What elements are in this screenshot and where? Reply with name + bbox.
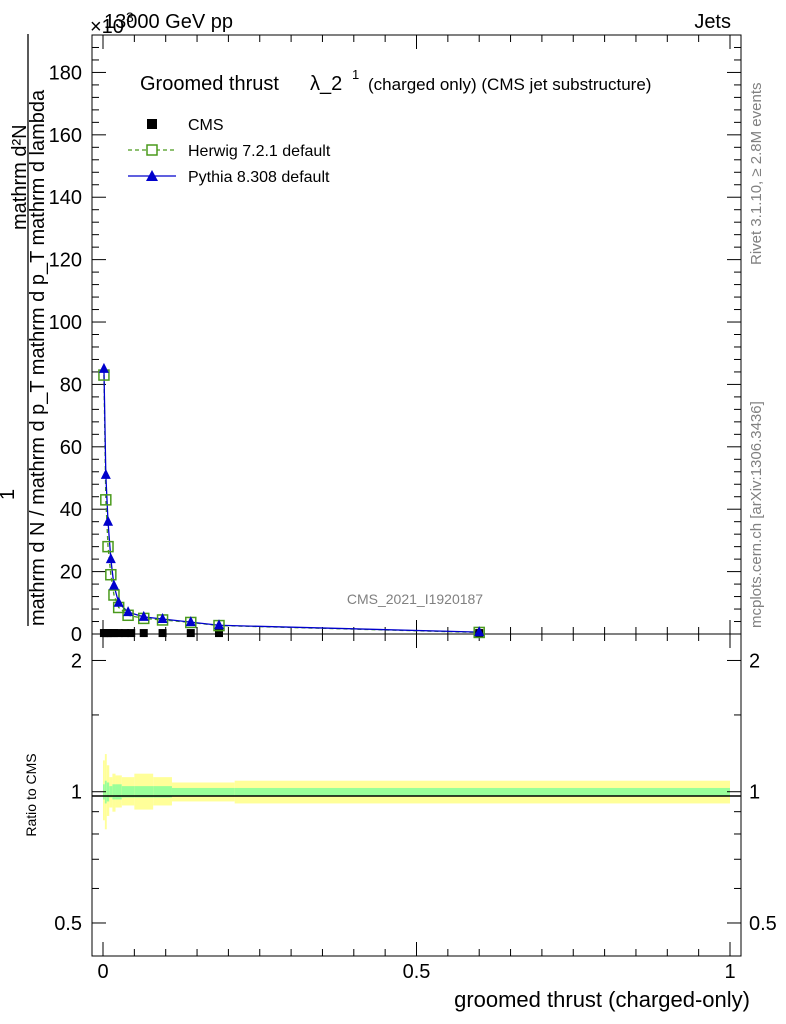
process-label: Jets	[694, 11, 731, 33]
cms-point	[139, 629, 148, 638]
legend-label-cms: CMS	[188, 117, 224, 134]
ratio-band-inner	[171, 787, 235, 796]
ylabel-one: 1	[0, 489, 19, 500]
analysis-watermark: CMS_2021_I1920187	[347, 591, 483, 607]
ratio-tick-label-right: 2	[749, 650, 760, 672]
y-tick-label: 120	[49, 250, 82, 272]
ylabel-numerator: mathrm d²N	[9, 124, 31, 230]
cms-point	[186, 629, 195, 638]
ratio-tick-label: 0.5	[54, 913, 82, 935]
y-tick-label: 180	[49, 62, 82, 84]
legend-label-herwig: Herwig 7.2.1 default	[188, 143, 331, 160]
ratio-band-inner	[234, 787, 731, 796]
ratio-tick-label-right: 0.5	[749, 913, 777, 935]
series-layer	[98, 362, 485, 639]
pythia-point	[100, 468, 111, 479]
pythia-point	[185, 616, 196, 627]
ratio-band-inner	[109, 786, 113, 798]
x-tick-label: 0	[97, 961, 108, 983]
pythia-point	[98, 362, 109, 373]
mcplots-label: mcplots.cern.ch [arXiv:1306.3436]	[748, 401, 765, 628]
pythia-point	[474, 626, 485, 637]
x-tick-label: 0.5	[403, 961, 431, 983]
herwig-point	[105, 568, 117, 581]
legend: CMS Herwig 7.2.1 default Pythia 8.308 de…	[128, 117, 331, 186]
rivet-label: Rivet 3.1.10, ≥ 2.8M events	[748, 83, 765, 266]
ratio-y-ticks: 0.5 0.5 1 1 2 2	[54, 650, 777, 935]
ratio-band-inner	[106, 782, 110, 802]
plot-title-suffix: (charged only) (CMS jet substructure)	[368, 75, 651, 94]
ratio-band-inner	[153, 786, 172, 798]
ratio-tick-label: 1	[71, 782, 82, 804]
ratio-band-inner	[115, 784, 122, 800]
plot-title-sup: 1	[352, 67, 359, 82]
pythia-point	[113, 596, 124, 607]
y-tick-label: 0	[71, 624, 82, 646]
y-tick-label: 40	[60, 499, 82, 521]
y-tick-label: 20	[60, 562, 82, 584]
y-tick-label: 100	[49, 312, 82, 334]
ratio-band-inner	[112, 784, 116, 800]
exponent-label: ×10	[90, 16, 124, 38]
legend-label-pythia: Pythia 8.308 default	[188, 169, 330, 186]
pythia-point	[123, 606, 134, 617]
ratio-band-inner	[121, 786, 135, 798]
cms-point	[214, 629, 223, 638]
cms-point	[109, 629, 118, 638]
y-tick-label: 140	[49, 187, 82, 209]
y-tick-label: 80	[60, 374, 82, 396]
ratio-band-inner	[134, 786, 154, 798]
pythia-point	[213, 619, 224, 630]
cms-point	[114, 629, 123, 638]
pythia-point	[103, 515, 114, 526]
exponent-power: 3	[126, 9, 134, 25]
y-tick-label: 160	[49, 125, 82, 147]
x-axis-label: groomed thrust (charged-only)	[454, 987, 750, 1012]
pythia-point	[138, 610, 149, 621]
herwig-point	[100, 494, 112, 506]
main-y-ticks: 0 20 40 60 80 100 120 140 160 180	[49, 34, 741, 646]
ratio-y-axis-label: Ratio to CMS	[23, 753, 39, 836]
pythia-point	[108, 579, 119, 590]
legend-marker-pythia	[146, 170, 158, 181]
ratio-tick-label: 2	[71, 650, 82, 672]
cms-point	[120, 629, 129, 638]
x-ticks: 0 0.5 1	[97, 35, 736, 983]
y-tick-label: 60	[60, 437, 82, 459]
ylabel-denominator: mathrm d N / mathrm d p_T mathrm d p_T m…	[27, 89, 49, 626]
energy-label: 13000 GeV pp	[104, 11, 233, 33]
ratio-tick-label-right: 1	[749, 782, 760, 804]
legend-marker-cms	[147, 119, 157, 129]
ratio-bands	[103, 754, 731, 830]
pythia-point	[157, 613, 168, 624]
plot-title-lambda: λ_2	[310, 73, 342, 95]
cms-point	[158, 629, 167, 638]
cms-point	[127, 629, 136, 638]
main-y-axis-label: mathrm d²N mathrm d N / mathrm d p_T mat…	[0, 34, 49, 626]
pythia-point	[105, 553, 116, 564]
plot-title: Groomed thrust	[140, 73, 279, 95]
x-tick-label: 1	[724, 961, 735, 983]
legend-marker-herwig	[146, 144, 158, 156]
herwig-point	[108, 589, 120, 601]
herwig-point	[102, 540, 114, 553]
